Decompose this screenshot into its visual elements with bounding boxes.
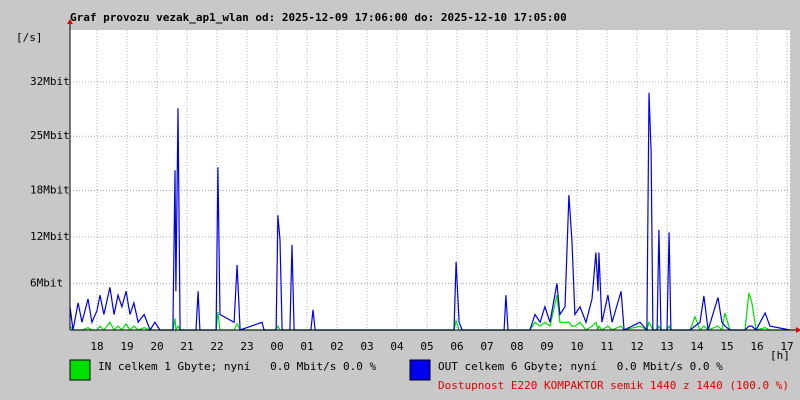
legend-swatch (69, 359, 91, 381)
y-tick-label: 25Mbit (30, 129, 70, 142)
x-tick-label: 19 (120, 340, 133, 353)
axis-arrow (67, 19, 73, 24)
plot-area (70, 30, 790, 330)
axis-arrow (796, 327, 800, 333)
x-tick-label: 09 (540, 340, 553, 353)
graph-title: Graf provozu vezak_ap1_wlan od: 2025-12-… (70, 11, 567, 24)
x-tick-label: 22 (210, 340, 223, 353)
x-tick-label: 04 (390, 340, 404, 353)
x-tick-label: 18 (90, 340, 103, 353)
x-unit: [h] (770, 349, 790, 362)
x-tick-label: 16 (750, 340, 763, 353)
legend-label: OUT celkem 6 Gbyte; nyní 0.0 Mbit/s 0.0 … (438, 360, 723, 373)
availability-note: Dostupnost E220 KOMPAKTOR semik 1440 z 1… (438, 379, 789, 392)
y-tick-label: 12Mbit (30, 230, 70, 243)
y-tick-label: 32Mbit (30, 75, 70, 88)
x-tick-label: 17 (780, 340, 793, 353)
x-tick-label: 20 (150, 340, 163, 353)
x-tick-label: 00 (270, 340, 283, 353)
x-tick-label: 11 (600, 340, 613, 353)
y-unit: [/s] (16, 31, 43, 44)
x-tick-label: 06 (450, 340, 463, 353)
x-tick-label: 10 (570, 340, 583, 353)
x-tick-label: 21 (180, 340, 193, 353)
x-tick-label: 02 (330, 340, 343, 353)
x-tick-label: 15 (720, 340, 733, 353)
legend-label: IN celkem 1 Gbyte; nyní 0.0 Mbit/s 0.0 % (98, 360, 377, 373)
x-tick-label: 07 (480, 340, 493, 353)
x-tick-label: 03 (360, 340, 373, 353)
y-tick-label: 6Mbit (30, 276, 63, 289)
x-tick-label: 08 (510, 340, 523, 353)
x-tick-label: 23 (240, 340, 253, 353)
x-tick-label: 14 (690, 340, 704, 353)
x-tick-label: 13 (660, 340, 673, 353)
y-tick-label: 18Mbit (30, 183, 70, 196)
x-tick-label: 05 (420, 340, 433, 353)
legend-swatch (409, 359, 431, 381)
x-tick-label: 01 (300, 340, 313, 353)
x-tick-label: 12 (630, 340, 643, 353)
